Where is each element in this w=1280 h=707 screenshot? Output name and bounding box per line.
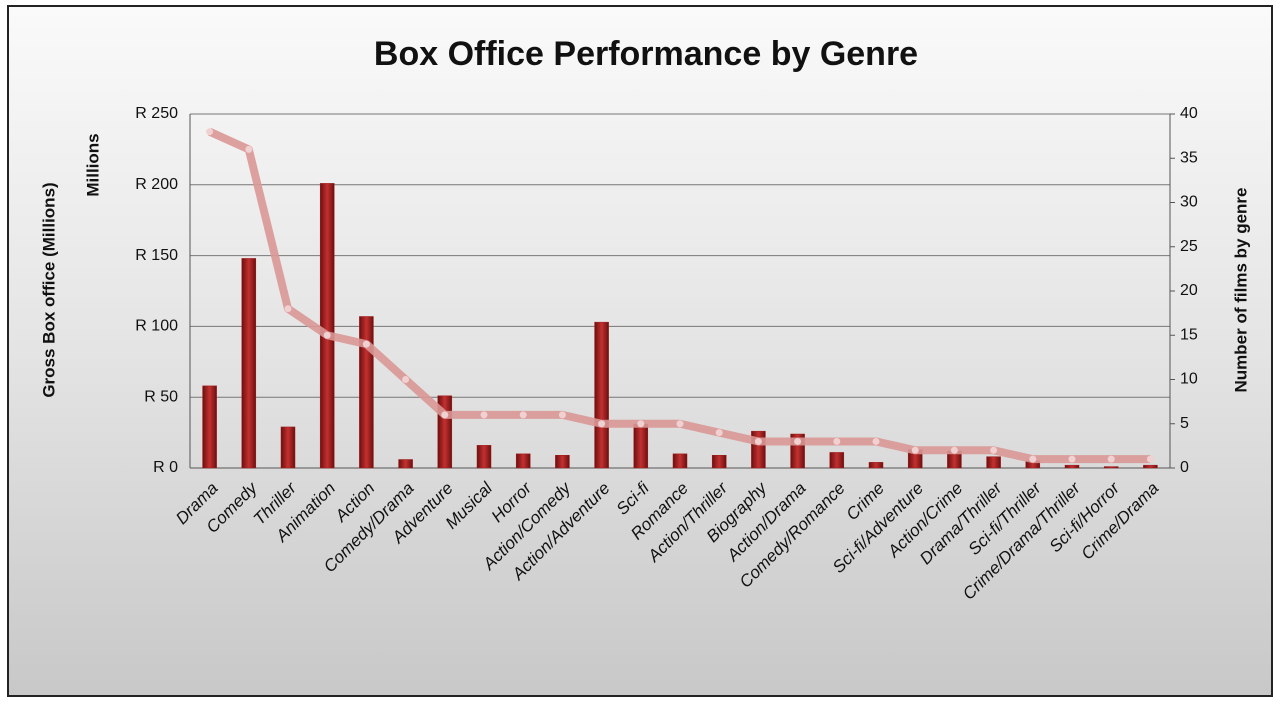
bar xyxy=(398,459,413,469)
line-marker xyxy=(519,411,527,419)
line-marker xyxy=(676,420,684,428)
bar xyxy=(515,453,531,469)
line-marker xyxy=(990,446,998,454)
line-marker xyxy=(206,128,214,136)
y-tick-label: R 0 xyxy=(153,459,178,476)
chart-title: Box Office Performance by Genre xyxy=(374,35,918,73)
y-tick-label: R 200 xyxy=(135,176,178,193)
bar xyxy=(829,452,845,469)
line-marker xyxy=(911,446,919,454)
line-marker xyxy=(833,437,841,445)
y2-tick-label: 5 xyxy=(1180,415,1189,432)
line-marker xyxy=(480,411,488,419)
bar xyxy=(711,455,727,469)
y-unit-label: Millions xyxy=(83,133,102,196)
line-marker xyxy=(598,420,606,428)
y-tick-label: R 150 xyxy=(135,247,178,264)
line-marker xyxy=(284,305,292,313)
y2-tick-label: 25 xyxy=(1180,238,1198,255)
y-axis-title: Gross Box office (Millions) xyxy=(39,182,58,397)
line-marker xyxy=(1107,455,1115,463)
y-tick-label: R 250 xyxy=(135,105,178,122)
bar xyxy=(555,455,570,469)
bar xyxy=(359,316,374,469)
bar xyxy=(672,453,688,469)
line-marker xyxy=(794,437,802,445)
y-tick-label: R 100 xyxy=(135,318,178,335)
line-marker xyxy=(1029,455,1037,463)
y2-tick-label: 10 xyxy=(1180,371,1198,388)
line-marker xyxy=(637,420,645,428)
line-marker xyxy=(402,376,410,383)
chart-background xyxy=(7,5,1273,697)
bar xyxy=(241,258,257,469)
bar xyxy=(1064,464,1080,469)
y2-tick-label: 20 xyxy=(1180,282,1198,299)
y2-tick-label: 30 xyxy=(1180,194,1198,211)
line-marker xyxy=(754,437,762,445)
line-marker xyxy=(1068,455,1076,463)
line-marker xyxy=(441,411,449,419)
bar xyxy=(594,321,609,469)
y-tick-label: R 50 xyxy=(144,388,178,405)
bar xyxy=(986,456,1001,469)
line-marker xyxy=(245,145,253,153)
bar xyxy=(476,445,492,469)
line-marker xyxy=(1146,455,1154,463)
bar xyxy=(1143,464,1158,469)
y2-tick-label: 40 xyxy=(1180,105,1198,122)
y2-axis-title: Number of films by genre xyxy=(1231,188,1250,393)
line-marker xyxy=(323,331,331,339)
line-marker xyxy=(558,411,566,419)
bar xyxy=(868,462,884,469)
bar xyxy=(319,183,335,469)
bar xyxy=(633,423,649,469)
line-marker xyxy=(872,437,880,445)
bar xyxy=(202,385,217,469)
bar xyxy=(1103,466,1119,469)
y2-tick-label: 0 xyxy=(1180,459,1189,476)
line-marker xyxy=(715,429,723,437)
bar xyxy=(280,426,296,469)
line-marker xyxy=(950,446,958,454)
y2-tick-label: 35 xyxy=(1180,149,1198,166)
y2-tick-label: 15 xyxy=(1180,326,1198,343)
line-marker xyxy=(362,340,370,348)
